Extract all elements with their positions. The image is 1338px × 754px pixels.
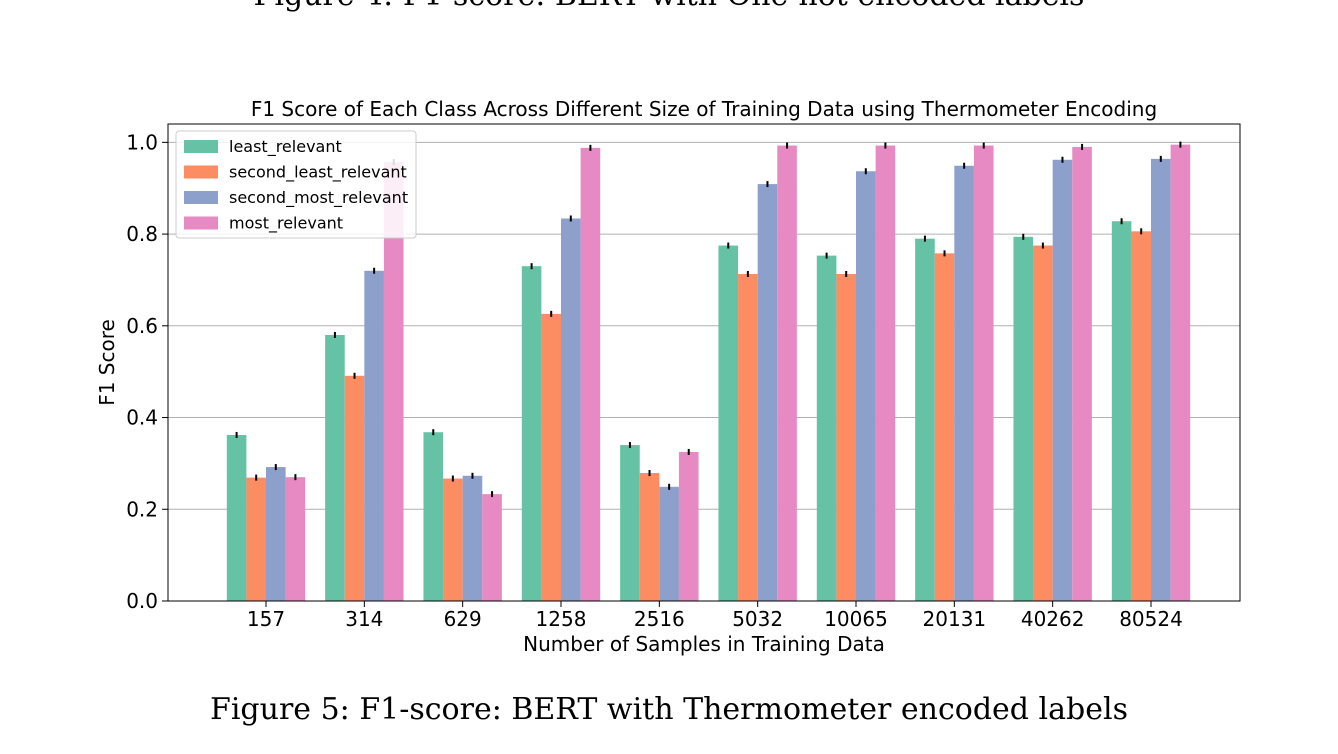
legend: least_relevant second_least_relevantsecon…: [175, 130, 417, 239]
y-tick-label: 0.4: [126, 406, 158, 430]
bar-second_most_relevant: [659, 486, 679, 601]
bar-most_relevant: [383, 162, 404, 601]
bar-most_relevant: [1072, 146, 1092, 602]
x-tick-label: 157: [247, 607, 285, 631]
bar-second_most_relevant: [364, 270, 384, 601]
y-tick-label: 0.2: [126, 497, 158, 521]
bar-least_relevant: [1013, 236, 1034, 601]
x-tick-label: 1258: [536, 607, 587, 631]
bar-second_least_relevant: [1033, 245, 1053, 601]
bar-least_relevant: [915, 238, 935, 602]
legend-label: most_relevant: [229, 214, 343, 234]
bar-second_least_relevant: [934, 253, 955, 601]
x-axis: 157 314 629 1258 2516 5032 10065 20131 40262 8052…: [247, 601, 1183, 631]
legend-swatch: [184, 140, 218, 153]
y-axis-label: F1 Score: [95, 319, 119, 406]
x-tick-label: 80524: [1119, 607, 1183, 631]
bar-second_least_relevant: [639, 473, 660, 601]
legend-box: [175, 130, 417, 239]
bar-most_relevant: [777, 145, 797, 601]
bar-least_relevant: [620, 445, 640, 601]
y-tick-label: 0.0: [126, 589, 158, 613]
x-axis-label: Number of Samples in Training Data: [523, 632, 885, 656]
bar-second_most_relevant: [266, 467, 286, 601]
bar-least_relevant: [226, 434, 247, 601]
bar-most_relevant: [482, 494, 502, 601]
bar-second_least_relevant: [541, 313, 561, 601]
bar-second_least_relevant: [836, 273, 856, 601]
bar-chart: 0.0 0.2 0.4 0.6 0.8 1.0 157 314 629 1258 2516 5032…: [95, 97, 1241, 656]
bar-second_most_relevant: [757, 184, 778, 601]
bar-most_relevant: [973, 145, 994, 601]
bar-second_least_relevant: [443, 478, 463, 601]
bar-least_relevant: [423, 432, 444, 601]
previous-figure-caption: Figure 4: F1-score: BERT with One-hot en…: [0, 0, 1338, 13]
bar-second_least_relevant: [246, 477, 266, 601]
bar-second_most_relevant: [856, 171, 876, 602]
bar-most_relevant: [285, 477, 306, 601]
bars: [226, 144, 1191, 602]
x-tick-label: 2516: [634, 607, 685, 631]
figure-caption: Figure 5: F1-score: BERT with Thermomete…: [210, 692, 1128, 727]
chart-title: F1 Score of Each Class Across Different …: [251, 97, 1157, 121]
legend-label: second_most_relevant: [229, 188, 408, 208]
x-tick-label: 629: [444, 607, 482, 631]
bar-least_relevant: [816, 255, 837, 601]
bar-second_least_relevant: [738, 273, 758, 601]
legend-swatch: [184, 216, 218, 230]
bar-most_relevant: [678, 451, 699, 601]
x-tick-label: 10065: [824, 607, 888, 631]
bar-most_relevant: [580, 147, 601, 601]
legend-swatch: [184, 191, 218, 204]
bar-second_most_relevant: [1151, 158, 1171, 601]
legend-swatch: [184, 165, 218, 179]
bar-least_relevant: [521, 266, 542, 601]
y-tick-label: 1.0: [126, 130, 158, 154]
bar-second_least_relevant: [1131, 231, 1151, 601]
bar-second_most_relevant: [1052, 159, 1073, 601]
bar-second_least_relevant: [344, 375, 365, 601]
x-tick-label: 40262: [1021, 607, 1085, 631]
y-axis: 0.0 0.2 0.4 0.6 0.8 1.0: [126, 130, 168, 613]
bar-least_relevant: [718, 245, 739, 601]
bar-least_relevant: [1111, 221, 1132, 601]
bar-second_most_relevant: [462, 475, 483, 601]
error-bars: [235, 141, 1182, 498]
y-tick-label: 0.8: [126, 222, 158, 246]
legend-label: least_relevant: [229, 137, 342, 157]
bar-second_most_relevant: [954, 165, 974, 602]
x-tick-label: 314: [345, 607, 383, 631]
x-tick-label: 20131: [923, 607, 987, 631]
bar-most_relevant: [875, 145, 896, 601]
y-tick-label: 0.6: [126, 314, 158, 338]
bar-least_relevant: [325, 334, 345, 601]
plot-frame: [167, 123, 1241, 602]
legend-label: second_least_relevant: [229, 163, 407, 183]
bar-second_most_relevant: [561, 218, 581, 601]
bar-most_relevant: [1170, 144, 1191, 602]
x-tick-label: 5032: [732, 607, 783, 631]
